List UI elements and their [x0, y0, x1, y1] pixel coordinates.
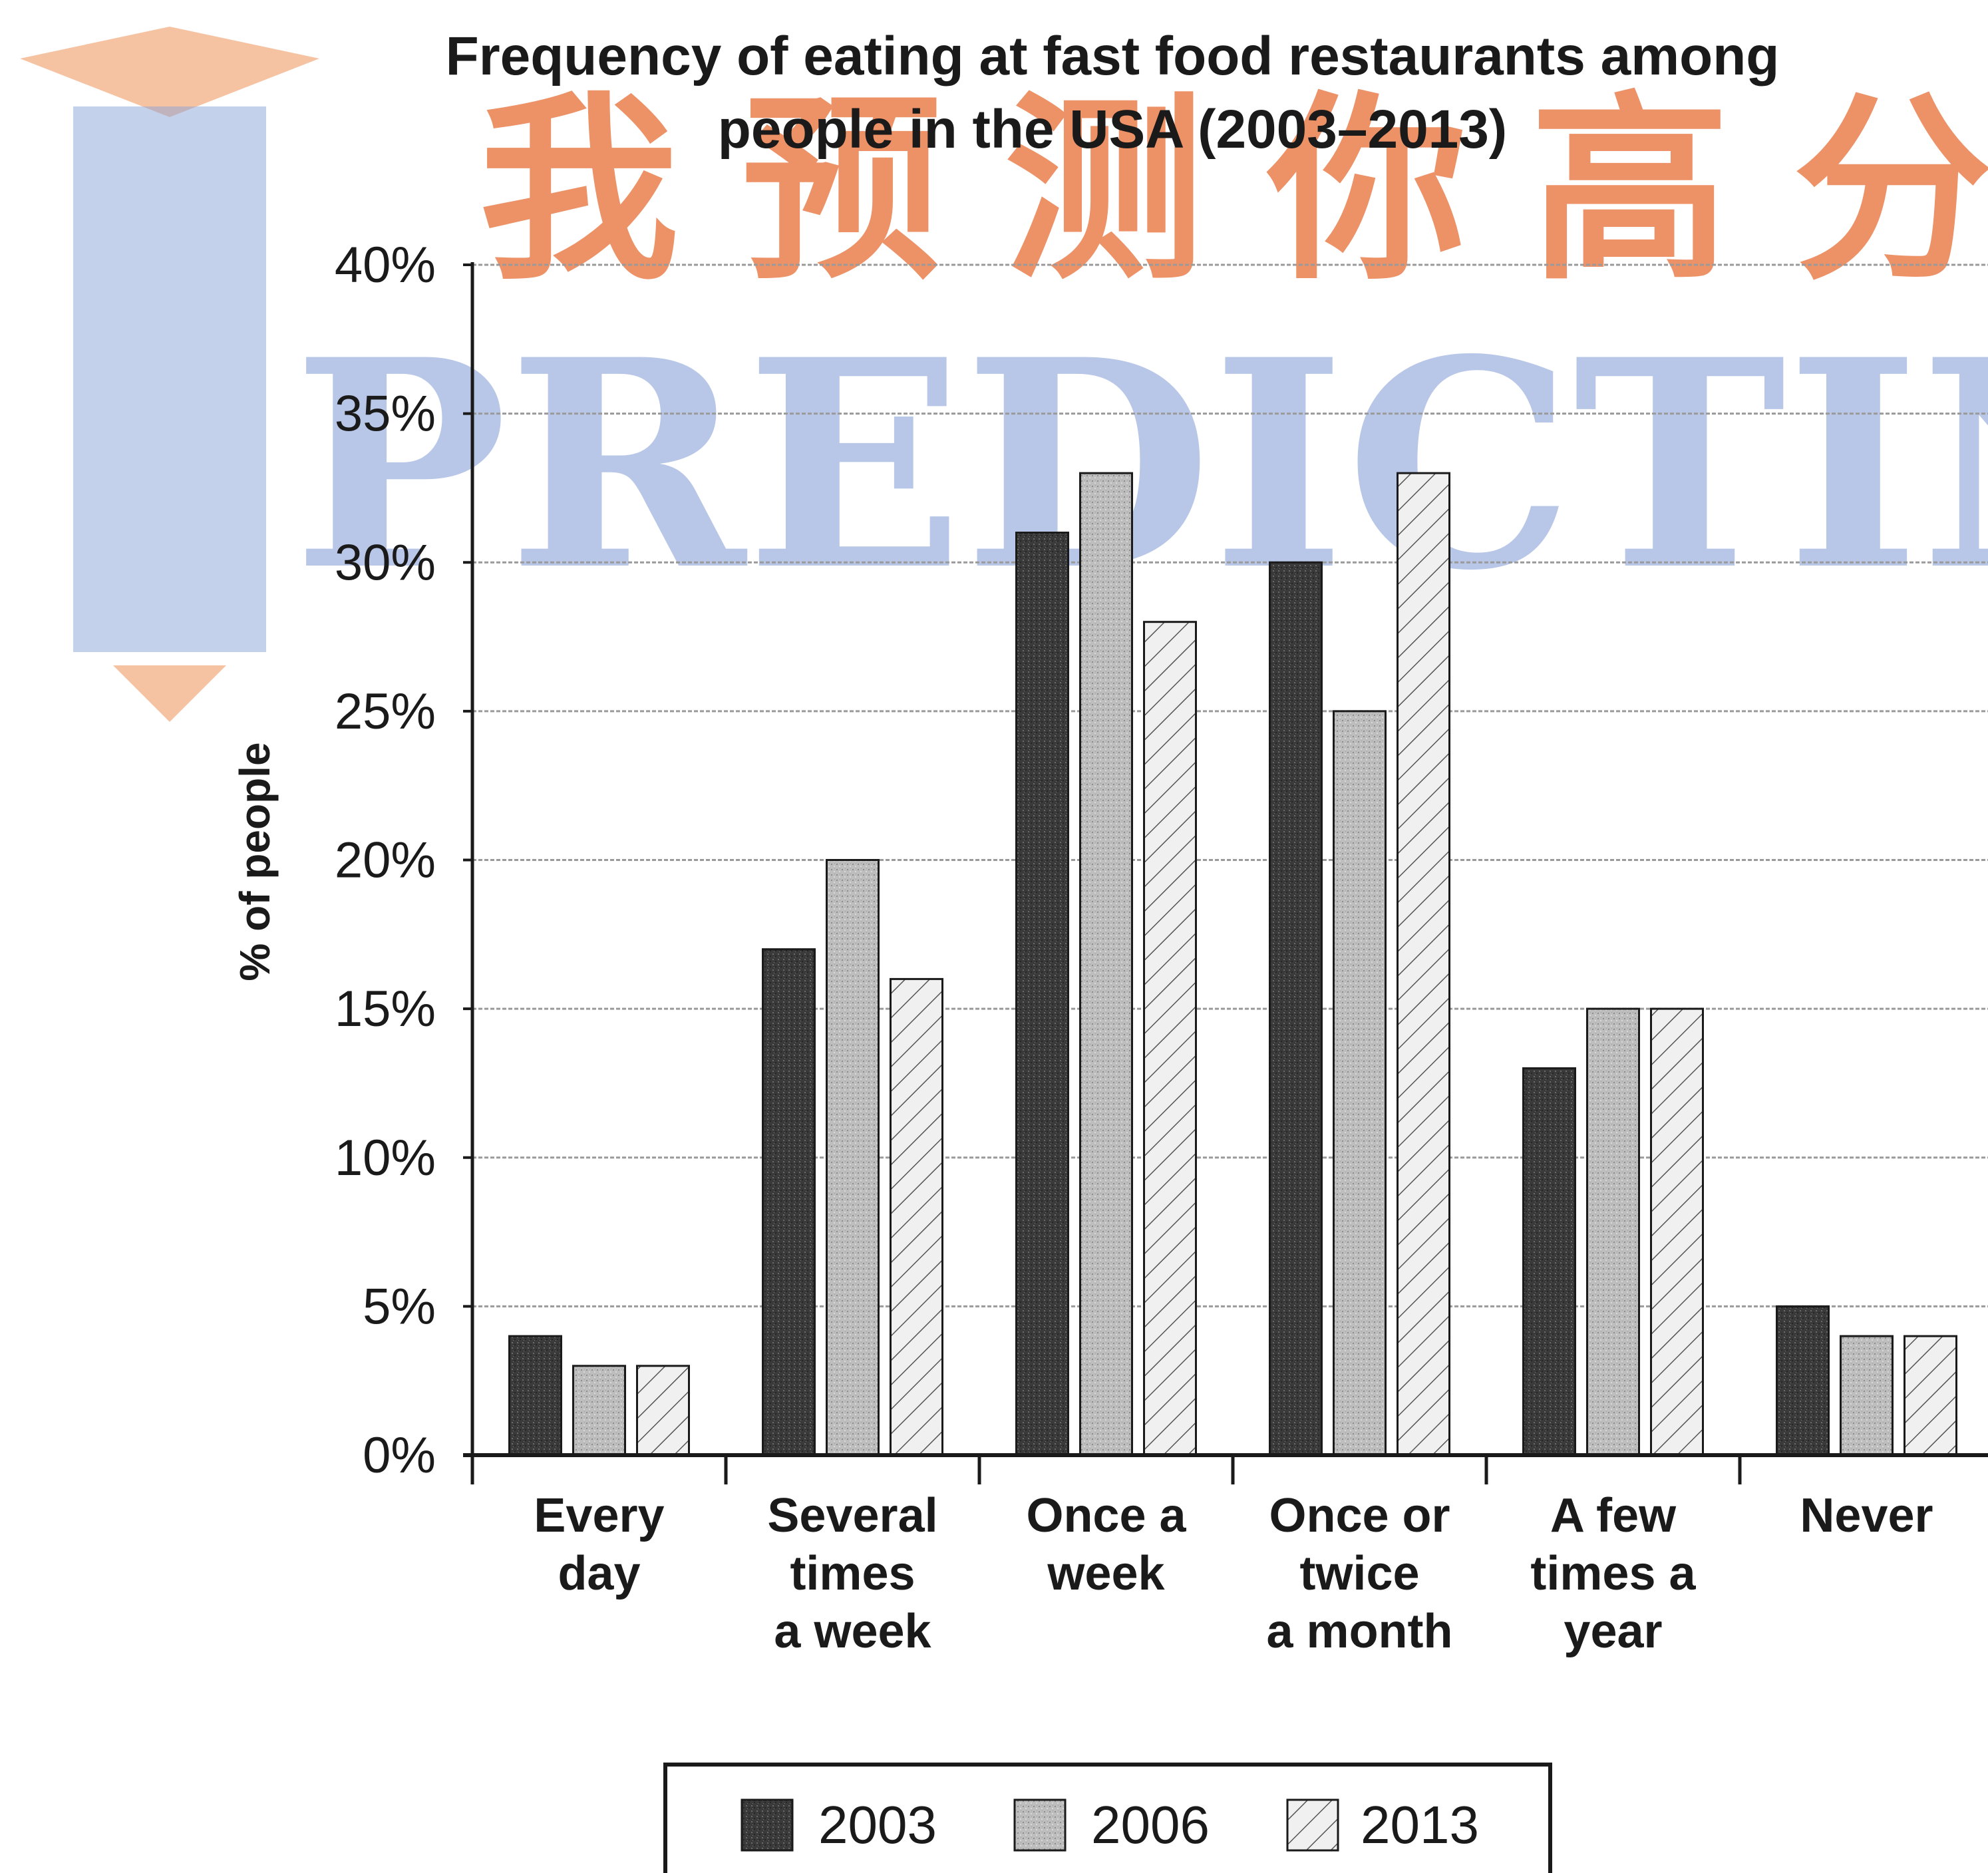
bar-a-few-times-a-year-2006: [1586, 1007, 1640, 1456]
y-tick-label: 10%: [335, 1130, 436, 1186]
watermark-logo-top-icon: [20, 27, 319, 117]
x-axis-ticks: [470, 1455, 1742, 1484]
legend-swatch-2013: [1286, 1798, 1339, 1852]
bar-several-times-a-week-2006: [826, 859, 880, 1456]
bar-every-day-2006: [572, 1365, 626, 1456]
bar-once-a-week-2003: [1015, 532, 1069, 1456]
bar-never-2003: [1776, 1305, 1830, 1456]
category-label-several-times-a-week: Several: [767, 1489, 937, 1542]
watermark-cn-text: 我预测你高分: [479, 72, 1988, 307]
bar-never-2006: [1840, 1335, 1894, 1456]
y-tick-label: 30%: [335, 534, 436, 591]
bar-every-day-2003: [508, 1335, 562, 1456]
category-label-several-times-a-week: a week: [774, 1605, 931, 1658]
legend-label-2003: 2003: [818, 1795, 937, 1854]
bars: [508, 472, 1957, 1456]
y-tick-label: 20%: [335, 832, 436, 889]
y-tick-label: 40%: [335, 237, 436, 293]
category-label-once-or-twice-a-month: a month: [1267, 1605, 1453, 1658]
bar-once-or-twice-a-month-2006: [1333, 710, 1387, 1456]
bar-a-few-times-a-year-2003: [1522, 1067, 1576, 1456]
category-label-a-few-times-a-year: year: [1564, 1605, 1662, 1658]
legend-label-2013: 2013: [1361, 1795, 1479, 1854]
bar-never-2013: [1904, 1335, 1957, 1456]
bar-several-times-a-week-2013: [890, 977, 943, 1456]
category-label-several-times-a-week: times: [790, 1547, 915, 1600]
category-label-every-day: Every: [534, 1489, 664, 1542]
category-label-never: Never: [1800, 1489, 1933, 1542]
y-tick-label: 5%: [363, 1278, 436, 1335]
y-tick-label: 25%: [335, 683, 436, 740]
gridlines: [472, 263, 1988, 1307]
category-label-a-few-times-a-year: times a: [1530, 1547, 1696, 1600]
y-tick-label: 0%: [363, 1427, 436, 1484]
bar-once-or-twice-a-month-2013: [1397, 472, 1450, 1456]
bar-once-a-week-2013: [1143, 621, 1197, 1456]
legend-swatch-2003: [741, 1798, 794, 1852]
bar-every-day-2013: [636, 1365, 690, 1456]
y-axis-ticks: 0% 5% 10% 15% 20% 25% 30% 35% 40%: [335, 237, 472, 1484]
category-label-once-or-twice-a-month: twice: [1299, 1547, 1419, 1600]
category-label-once-a-week: Once a: [1026, 1489, 1186, 1542]
y-axis-label: % of people: [231, 742, 279, 981]
category-label-once-or-twice-a-month: Once or: [1269, 1489, 1450, 1542]
chart-title-line-1: Frequency of eating at fast food restaur…: [446, 26, 1780, 86]
bar-several-times-a-week-2003: [762, 948, 816, 1456]
category-label-a-few-times-a-year: A few: [1550, 1489, 1677, 1542]
legend-swatch-2006: [1013, 1798, 1067, 1852]
y-tick-label: 35%: [335, 386, 436, 442]
legend: 2003 2006 2013: [663, 1763, 1552, 1873]
y-tick-label: 15%: [335, 981, 436, 1037]
chart-title-line-2: people in the USA (2003–2013): [718, 99, 1507, 160]
watermark: PREDICTING 我预测你高分: [20, 27, 1988, 722]
watermark-en-text: PREDICTING: [293, 297, 1988, 633]
category-label-every-day: day: [558, 1547, 640, 1600]
bar-once-a-week-2006: [1079, 472, 1133, 1456]
bar-once-or-twice-a-month-2003: [1269, 561, 1323, 1456]
category-label-once-a-week: week: [1047, 1547, 1165, 1600]
watermark-logo-bar-icon: [73, 106, 266, 652]
legend-frame: [663, 1763, 1552, 1873]
bar-a-few-times-a-year-2013: [1650, 1007, 1704, 1456]
watermark-logo-bottom-icon: [113, 665, 226, 722]
legend-label-2006: 2006: [1091, 1795, 1210, 1854]
axes: [463, 262, 1988, 1457]
